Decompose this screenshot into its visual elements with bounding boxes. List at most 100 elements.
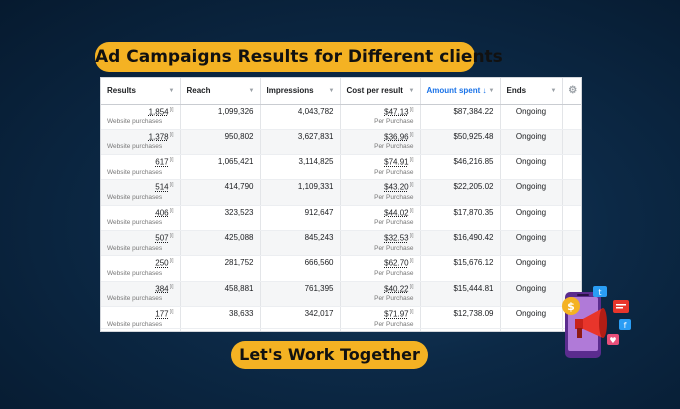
chevron-down-icon[interactable]: ▼ (488, 88, 495, 94)
cost-type: Per Purchase (374, 320, 414, 328)
chevron-down-icon[interactable]: ▼ (328, 88, 335, 94)
cost-value[interactable]: $47.13 (384, 107, 409, 117)
ends-cell: Ongoing (500, 129, 563, 156)
chevron-down-icon[interactable]: ▼ (248, 88, 255, 94)
results-cell[interactable]: 514[i] Website purchases (101, 179, 181, 206)
cost-per-result-cell[interactable]: $36.96[i] Per Purchase (340, 129, 421, 156)
info-icon: [i] (169, 207, 174, 214)
results-cell[interactable]: 406[i] Website purchases (101, 205, 181, 231)
reach-cell: 1,065,421 (180, 154, 261, 181)
cost-per-result-cell[interactable]: $47.13[i] Per Purchase (340, 104, 421, 130)
cost-value[interactable]: $74.91 (384, 157, 409, 167)
chevron-down-icon[interactable]: ▼ (168, 88, 175, 94)
call-to-action-banner: Let's Work Together (231, 341, 428, 369)
cost-per-result-cell[interactable]: $71.97[i] Per Purchase (340, 306, 421, 329)
info-icon: [i] (409, 182, 414, 189)
marketing-phone-illustration: $ t f ♥ (555, 282, 645, 367)
impressions-cell: 3,627,831 (260, 129, 341, 156)
results-value[interactable]: 514 (155, 183, 169, 193)
results-value[interactable]: 177 (155, 309, 169, 319)
total-ends (500, 327, 563, 331)
cost-value[interactable]: $43.20 (384, 183, 409, 193)
table-row[interactable]: 1,854[i] Website purchases 1,099,326 4,043,… (101, 104, 581, 130)
amount-spent-cell: $15,444.81 (420, 281, 501, 307)
cost-per-result-cell[interactable]: $44.02[i] Per Purchase (340, 205, 421, 231)
amount-spent-cell: $46,216.85 (420, 154, 501, 181)
reach-cell: 38,633 (180, 306, 261, 329)
results-value[interactable]: 1,378 (148, 132, 169, 142)
results-type: Website purchases (107, 168, 163, 176)
info-icon: [i] (169, 131, 174, 138)
cost-value[interactable]: $40.22 (384, 284, 409, 294)
amount-spent-cell: $15,676.12 (420, 255, 501, 282)
table-row[interactable]: 177[i] Website purchases 38,633 342,017 $71.… (101, 306, 581, 329)
cost-value[interactable]: $62.70 (384, 258, 409, 268)
results-cell[interactable]: 250[i] Website purchases (101, 255, 181, 282)
cost-per-result-cell[interactable]: $32.53[i] Per Purchase (340, 230, 421, 257)
table-header-row: Results ▼ Reach ▼ Impressions ▼ Cost per re… (101, 78, 581, 105)
results-type: Website purchases (107, 194, 163, 202)
cost-value[interactable]: $44.02 (384, 208, 409, 218)
total-cost: — (340, 327, 421, 331)
results-cell[interactable]: 384[i] Website purchases (101, 281, 181, 307)
svg-text:f: f (624, 321, 627, 330)
column-label: Cost per result (346, 86, 403, 96)
info-icon: [i] (409, 131, 414, 138)
results-cell[interactable]: 1,854[i] Website purchases (101, 104, 181, 130)
results-value[interactable]: 406 (155, 208, 169, 218)
results-cell[interactable]: 617[i] Website purchases (101, 154, 181, 181)
cost-value[interactable]: $71.97 (384, 309, 409, 319)
total-amount-spent: $582,646.16 (420, 327, 501, 331)
table-row[interactable]: 250[i] Website purchases 281,752 666,560 $62… (101, 255, 581, 282)
cost-per-result-cell[interactable]: $40.22[i] Per Purchase (340, 281, 421, 307)
cost-type: Per Purchase (374, 219, 414, 227)
column-label: Impressions (266, 86, 314, 96)
cost-value[interactable]: $32.53 (384, 233, 409, 243)
column-header-results[interactable]: Results ▼ (101, 78, 181, 105)
info-icon: [i] (409, 258, 414, 265)
ends-cell: Ongoing (500, 230, 563, 257)
amount-spent-cell: $12,738.09 (420, 306, 501, 329)
results-value[interactable]: 384 (155, 284, 169, 294)
table-row[interactable]: 406[i] Website purchases 323,523 912,647 $44… (101, 205, 581, 231)
chevron-down-icon[interactable]: ▼ (550, 88, 557, 94)
cost-per-result-cell[interactable]: $62.70[i] Per Purchase (340, 255, 421, 282)
amount-spent-cell: $22,205.02 (420, 179, 501, 206)
column-header-cost-per-result[interactable]: Cost per result ▼ (340, 78, 421, 105)
amount-spent-cell: $50,925.48 (420, 129, 501, 156)
column-settings[interactable]: ⚙ (562, 78, 581, 105)
results-cell[interactable]: 1,378[i] Website purchases (101, 129, 181, 156)
campaign-results-table: Results ▼ Reach ▼ Impressions ▼ Cost per re… (100, 77, 582, 332)
table-row[interactable]: 1,378[i] Website purchases 950,802 3,627,83… (101, 129, 581, 156)
column-header-impressions[interactable]: Impressions ▼ (260, 78, 341, 105)
table-row[interactable]: 384[i] Website purchases 458,881 761,395 $40… (101, 281, 581, 307)
impressions-cell: 342,017 (260, 306, 341, 329)
column-header-reach[interactable]: Reach ▼ (180, 78, 261, 105)
column-header-amount-spent[interactable]: Amount spent ↓ ▼ (420, 78, 501, 105)
results-cell[interactable]: 177[i] Website purchases (101, 306, 181, 329)
impressions-cell: 666,560 (260, 255, 341, 282)
results-cell[interactable]: 507[i] Website purchases (101, 230, 181, 257)
page-title: Ad Campaigns Results for Different clien… (95, 42, 503, 72)
results-value[interactable]: 250 (155, 258, 169, 268)
info-icon: [i] (169, 308, 174, 315)
chevron-down-icon[interactable]: ▼ (408, 88, 415, 94)
cost-per-result-cell[interactable]: $74.91[i] Per Purchase (340, 154, 421, 181)
results-value[interactable]: 507 (155, 233, 169, 243)
table-row[interactable]: 507[i] Website purchases 425,088 845,243 $32… (101, 230, 581, 257)
cost-type: Per Purchase (374, 168, 414, 176)
results-value[interactable]: 617 (155, 157, 169, 167)
megaphone-phone-icon: $ t f ♥ (562, 286, 631, 358)
gear-icon[interactable]: ⚙ (568, 85, 578, 97)
info-icon: [i] (169, 258, 174, 265)
cost-per-result-cell[interactable]: $43.20[i] Per Purchase (340, 179, 421, 206)
info-icon: [i] (409, 232, 414, 239)
results-value[interactable]: 1,854 (148, 107, 169, 117)
column-label: Reach (186, 86, 211, 96)
ends-cell: Ongoing (500, 179, 563, 206)
svg-text:t: t (598, 288, 601, 297)
column-header-ends[interactable]: Ends ▼ (500, 78, 563, 105)
table-row[interactable]: 617[i] Website purchases 1,065,421 3,114,82… (101, 154, 581, 181)
cost-value[interactable]: $36.96 (384, 132, 409, 142)
table-row[interactable]: 514[i] Website purchases 414,790 1,109,331 $… (101, 179, 581, 206)
